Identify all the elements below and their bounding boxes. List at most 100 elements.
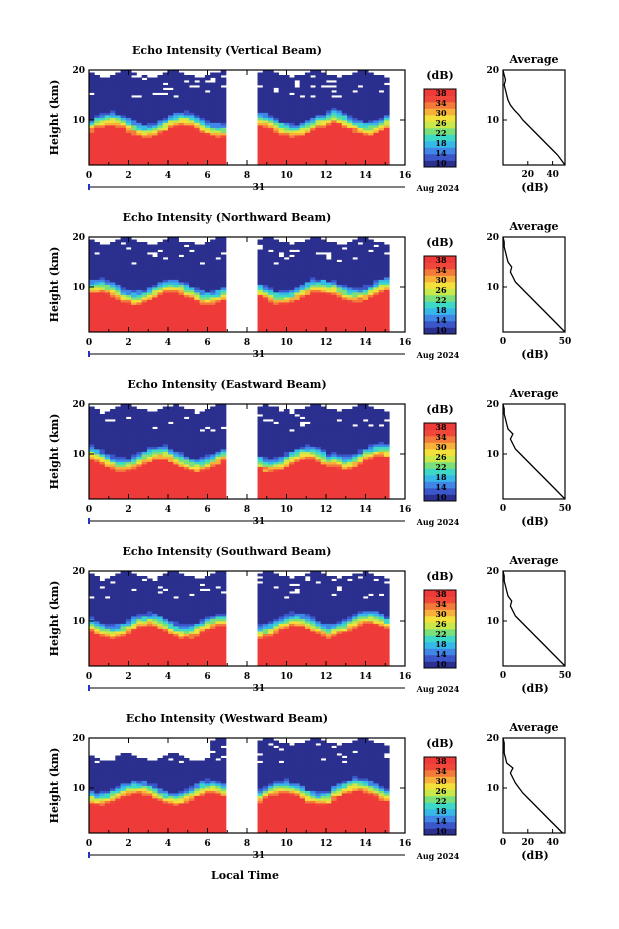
heatmap-cell xyxy=(110,155,116,158)
heatmap-cell xyxy=(278,329,285,333)
heatmap-cell xyxy=(131,431,137,435)
heatmap-cell xyxy=(373,85,380,88)
heatmap-cell xyxy=(94,80,100,83)
heatmap-cell xyxy=(368,257,374,260)
heatmap-cell xyxy=(289,294,295,298)
heatmap-cell xyxy=(199,274,206,278)
heatmap-cell xyxy=(210,444,216,447)
heatmap-cell xyxy=(94,264,100,268)
heatmap-cell xyxy=(352,80,358,83)
heatmap-cell xyxy=(273,279,279,283)
heatmap-cell xyxy=(94,142,100,146)
heatmap-cell xyxy=(168,142,174,146)
heatmap-cell xyxy=(94,312,100,315)
heatmap-cell xyxy=(357,115,364,118)
heatmap-cell xyxy=(378,252,385,255)
heatmap-cell xyxy=(378,264,385,268)
heatmap-cell xyxy=(178,262,185,265)
heatmap-cell xyxy=(94,466,100,470)
heatmap-cell xyxy=(299,262,306,265)
heatmap-cell xyxy=(110,449,116,452)
heatmap-cell xyxy=(89,259,95,263)
heatmap-cell xyxy=(162,307,169,310)
heatmap-cell xyxy=(352,77,358,81)
heatmap-cell xyxy=(204,424,211,427)
heatmap-cell xyxy=(104,107,111,111)
heatmap-cell xyxy=(357,294,364,298)
heatmap-cell xyxy=(262,414,269,417)
heatmap-cell xyxy=(315,115,322,118)
heatmap-cell xyxy=(168,419,174,422)
heatmap-cell xyxy=(368,140,374,143)
heatmap-cell xyxy=(162,77,169,81)
heatmap-cell xyxy=(125,466,132,470)
heatmap-cell xyxy=(141,481,148,485)
heatmap-cell xyxy=(262,289,269,293)
heatmap-cell xyxy=(110,464,116,467)
heatmap-cell xyxy=(341,322,348,325)
heatmap-cell xyxy=(315,269,322,273)
heatmap-cell xyxy=(89,272,95,275)
heatmap-cell xyxy=(210,142,216,146)
heatmap-cell xyxy=(110,299,116,303)
heatmap-cell xyxy=(368,137,374,141)
heatmap-cell xyxy=(283,102,290,106)
heatmap-cell xyxy=(94,147,100,151)
heatmap-cell xyxy=(168,115,174,118)
heatmap-cell xyxy=(110,122,116,126)
heatmap-cell xyxy=(94,484,100,487)
heatmap-cell xyxy=(131,155,137,158)
heatmap-cell xyxy=(183,284,190,288)
heatmap-cell xyxy=(289,297,295,300)
heatmap-cell xyxy=(268,267,274,270)
heatmap-cell xyxy=(268,414,274,417)
heatmap-cell xyxy=(383,157,390,161)
heatmap-cell xyxy=(204,471,211,475)
heatmap-cell xyxy=(262,466,269,470)
heatmap-cell xyxy=(173,431,179,435)
heatmap-cell xyxy=(115,302,121,305)
heatmap-cell xyxy=(178,162,185,166)
heatmap-cell xyxy=(383,132,390,136)
heatmap-cell xyxy=(94,476,100,480)
heatmap-cell xyxy=(194,137,200,141)
heatmap-cell xyxy=(289,162,295,166)
heatmap-cell xyxy=(294,262,301,265)
heatmap-cell xyxy=(178,282,185,285)
heatmap-cell xyxy=(173,319,179,323)
heatmap-cell xyxy=(373,247,380,250)
heatmap-cell xyxy=(194,152,200,156)
heatmap-cell xyxy=(283,294,290,298)
heatmap-cell xyxy=(189,409,195,412)
heatmap-cell xyxy=(115,145,121,148)
heatmap-cell xyxy=(299,254,306,258)
heatmap-cell xyxy=(268,496,274,500)
heatmap-cell xyxy=(110,454,116,457)
heatmap-cell xyxy=(168,406,174,410)
heatmap-cell xyxy=(347,247,353,250)
heatmap-cell xyxy=(262,476,269,480)
heatmap-cell xyxy=(120,297,127,300)
heatmap-cell xyxy=(146,137,153,141)
heatmap-cell xyxy=(262,287,269,290)
heatmap-cell xyxy=(204,481,211,485)
heatmap-cell xyxy=(273,80,279,83)
heatmap-cell xyxy=(383,110,390,113)
heatmap-cell xyxy=(94,449,100,452)
heatmap-cell xyxy=(331,130,337,133)
heatmap-cell xyxy=(141,102,148,106)
heatmap-cell xyxy=(89,461,95,465)
average-x-tick-label: 0 xyxy=(500,337,506,347)
heatmap-cell xyxy=(278,451,285,455)
heatmap-cell xyxy=(183,421,190,425)
heatmap-cell xyxy=(189,486,195,490)
heatmap-cell xyxy=(120,102,127,106)
heatmap-cell xyxy=(273,414,279,417)
heatmap-cell xyxy=(136,419,143,422)
heatmap-cell xyxy=(168,466,174,470)
heatmap-cell xyxy=(168,102,174,106)
heatmap-cell xyxy=(125,409,132,412)
heatmap-cell xyxy=(136,426,143,430)
heatmap-cell xyxy=(178,491,185,495)
heatmap-cell xyxy=(173,102,179,106)
